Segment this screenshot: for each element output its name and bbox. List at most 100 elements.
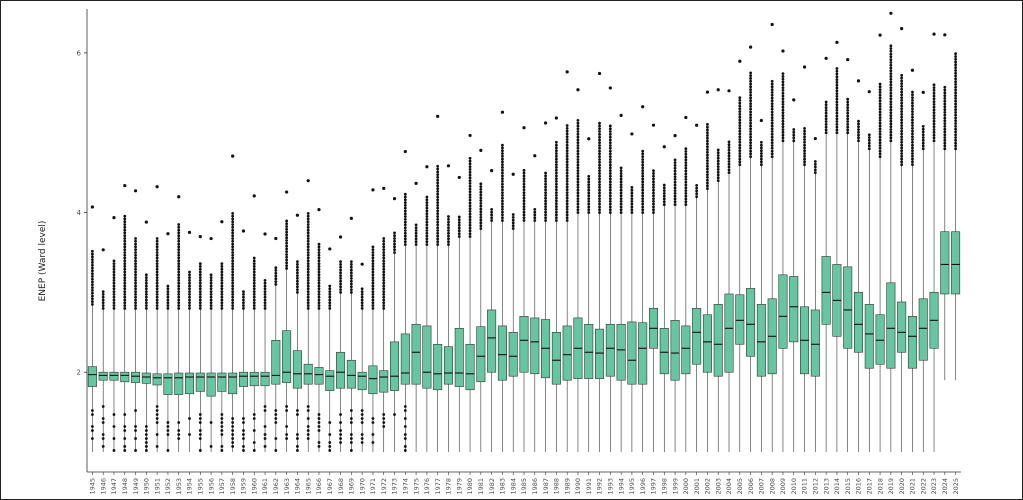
outlier-point xyxy=(425,231,429,235)
outlier-point xyxy=(393,239,396,243)
outlier-point xyxy=(608,86,612,90)
outlier-point xyxy=(900,115,904,119)
outlier-point xyxy=(468,212,472,216)
outlier-point xyxy=(123,281,127,285)
outlier-point xyxy=(101,248,105,252)
outlier-point xyxy=(943,99,947,103)
outlier-point xyxy=(878,104,882,108)
outlier-point xyxy=(134,273,137,277)
outlier-point xyxy=(749,91,752,94)
outlier-point xyxy=(371,262,375,266)
outlier-point xyxy=(220,304,224,307)
outlier-point xyxy=(101,298,105,302)
outlier-point xyxy=(954,94,958,98)
x-tick-label: 2003 xyxy=(714,478,722,495)
x-tick-label: 1952 xyxy=(164,478,172,495)
outlier-point xyxy=(231,290,235,293)
outlier-point xyxy=(285,230,289,234)
outlier-point xyxy=(619,180,623,184)
outlier-point xyxy=(177,276,181,280)
outlier-point xyxy=(544,171,547,175)
outlier-point xyxy=(306,417,310,420)
outlier-point xyxy=(706,181,709,185)
outlier-point xyxy=(317,306,321,310)
outlier-point xyxy=(608,202,612,206)
outlier-point xyxy=(339,421,342,424)
outlier-point xyxy=(749,138,752,142)
outlier-point xyxy=(770,116,774,119)
outlier-point xyxy=(889,125,893,129)
outlier-point xyxy=(209,287,213,291)
outlier-point xyxy=(220,281,224,285)
outlier-point xyxy=(932,116,936,120)
outlier-point xyxy=(360,298,364,302)
outlier-point xyxy=(112,292,116,296)
outlier-point xyxy=(479,196,483,200)
outlier-point xyxy=(134,281,137,285)
outlier-point xyxy=(349,409,353,412)
outlier-point xyxy=(112,284,116,288)
x-tick-label: 1996 xyxy=(639,478,647,495)
outlier-point xyxy=(501,157,504,161)
outlier-point xyxy=(123,287,127,291)
box-iqr xyxy=(789,276,799,343)
outlier-point xyxy=(349,263,353,266)
outlier-point xyxy=(770,102,774,105)
box-iqr xyxy=(508,332,518,377)
outlier-point xyxy=(792,133,796,137)
outlier-point xyxy=(835,131,839,135)
outlier-point xyxy=(738,152,742,155)
outlier-point xyxy=(608,158,612,161)
x-tick-label: 1999 xyxy=(671,478,679,495)
outlier-point xyxy=(123,242,127,246)
outlier-point xyxy=(371,256,375,260)
outlier-point xyxy=(554,154,558,158)
outliers xyxy=(392,197,397,416)
outlier-point xyxy=(598,199,601,203)
outlier-point xyxy=(749,113,752,117)
outlier-point xyxy=(220,421,224,424)
outlier-point xyxy=(188,276,191,280)
outlier-point xyxy=(738,163,742,167)
outlier-point xyxy=(662,194,666,198)
outlier-point xyxy=(306,253,310,257)
outlier-point xyxy=(878,85,882,89)
outlier-point xyxy=(911,140,914,144)
outlier-point xyxy=(932,97,936,101)
x-tick-label: 1984 xyxy=(509,478,517,495)
outlier-point xyxy=(220,445,224,448)
outlier-point xyxy=(360,304,364,307)
outlier-point xyxy=(198,279,202,282)
outlier-point xyxy=(846,97,850,101)
outlier-point xyxy=(306,290,310,293)
outlier-point xyxy=(554,140,558,144)
outlier-point xyxy=(490,213,494,217)
box-iqr xyxy=(206,372,216,397)
x-tick-label: 2019 xyxy=(887,478,895,495)
outlier-point xyxy=(652,191,655,195)
outlier-point xyxy=(598,132,601,136)
outlier-point xyxy=(306,287,310,291)
box-2005 xyxy=(735,59,745,453)
outlier-point xyxy=(641,191,645,195)
outlier-point xyxy=(835,100,839,104)
outlier-point xyxy=(123,267,127,271)
outlier-point xyxy=(144,433,148,436)
outlier-point xyxy=(770,152,774,156)
outlier-point xyxy=(889,83,893,87)
box-iqr xyxy=(217,372,227,392)
outlier-point xyxy=(446,164,451,168)
outlier-point xyxy=(296,263,299,266)
outlier-point xyxy=(608,191,612,195)
outlier-point xyxy=(252,265,256,268)
outlier-point xyxy=(468,179,472,183)
outlier-point xyxy=(285,225,289,228)
outlier-point xyxy=(112,273,116,277)
outlier-point xyxy=(781,122,785,126)
outlier-point xyxy=(263,306,267,310)
outlier-point xyxy=(835,120,839,123)
box-1960 xyxy=(249,194,259,453)
box-1957 xyxy=(217,220,227,453)
outlier-point xyxy=(177,279,181,282)
outlier-point xyxy=(954,130,958,134)
